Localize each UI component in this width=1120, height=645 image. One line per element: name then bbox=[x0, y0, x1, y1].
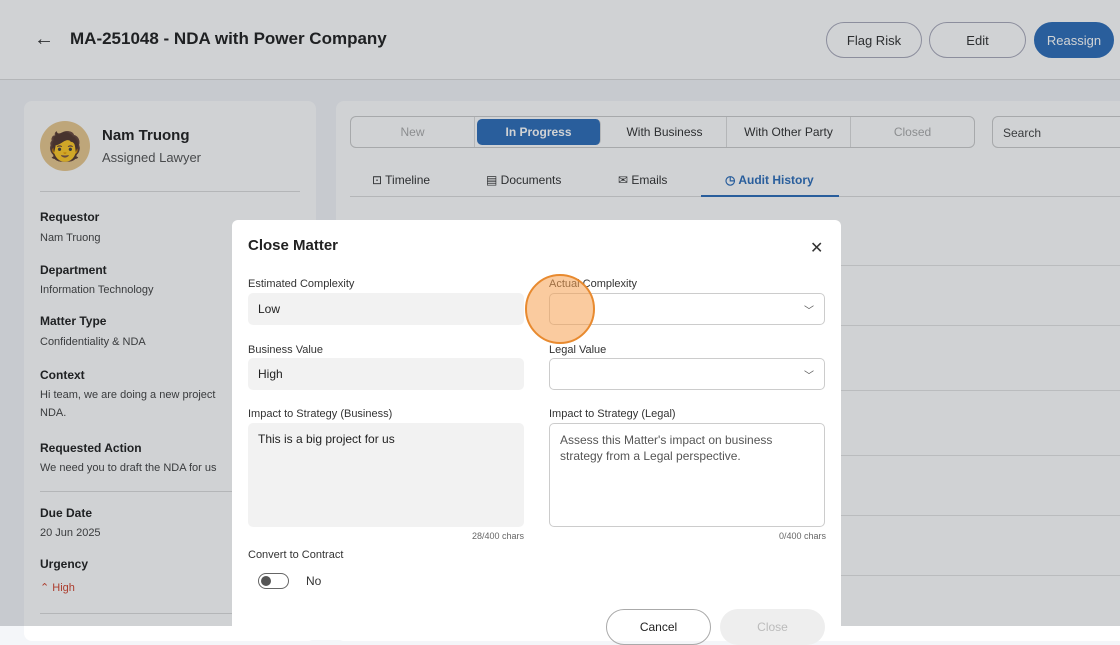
page-title: MA-251048 - NDA with Power Company bbox=[70, 29, 387, 48]
due-date-value: 20 Jun 2025 bbox=[40, 527, 101, 539]
requestor-label: Requestor bbox=[40, 210, 100, 224]
context-value: Hi team, we are doing a new project NDA. bbox=[40, 389, 216, 419]
actual-complexity-select[interactable]: ﹀ bbox=[549, 293, 825, 325]
lawyer-role: Assigned Lawyer bbox=[102, 150, 201, 165]
requested-action-label: Requested Action bbox=[40, 441, 142, 455]
tab-bar: ⊡ Timeline ▤ Documents ✉ Emails ◷ Audit … bbox=[350, 163, 1120, 197]
impact-legal-char-count: 0/400 chars bbox=[778, 531, 826, 541]
department-value: Information Technology bbox=[40, 284, 154, 296]
lawyer-name: Nam Truong bbox=[102, 127, 190, 144]
convert-to-contract-value: No bbox=[306, 574, 322, 588]
estimated-complexity-label: Estimated Complexity bbox=[248, 278, 355, 290]
requested-action-value: We need you to draft the NDA for us bbox=[40, 462, 217, 474]
divider bbox=[40, 491, 300, 492]
edit-button[interactable]: Edit bbox=[929, 22, 1026, 58]
timeline-icon: ⊡ bbox=[372, 173, 386, 187]
reassign-button[interactable]: Reassign bbox=[1034, 22, 1114, 58]
cursor-highlight bbox=[525, 274, 595, 344]
close-icon[interactable]: ✕ bbox=[810, 240, 824, 257]
document-icon: ▤ bbox=[486, 173, 501, 187]
convert-to-contract-label: Convert to Contract bbox=[248, 549, 344, 561]
impact-business-char-count: 28/400 chars bbox=[471, 531, 524, 541]
status-with-other-party[interactable]: With Other Party bbox=[727, 117, 851, 147]
impact-legal-label: Impact to Strategy (Legal) bbox=[549, 408, 676, 420]
urgency-label: Urgency bbox=[40, 557, 89, 571]
close-button[interactable]: Close bbox=[720, 609, 825, 645]
tab-emails[interactable]: ✉ Emails bbox=[618, 173, 668, 187]
due-date-label: Due Date bbox=[40, 506, 93, 520]
requestor-value: Nam Truong bbox=[40, 232, 101, 244]
status-with-business[interactable]: With Business bbox=[603, 117, 727, 147]
estimated-complexity-field: Low bbox=[248, 293, 524, 325]
tab-documents[interactable]: ▤ Documents bbox=[486, 173, 562, 187]
history-icon: ◷ bbox=[725, 173, 739, 187]
status-new[interactable]: New bbox=[351, 117, 475, 147]
business-value-field: High bbox=[248, 358, 524, 390]
impact-legal-textarea[interactable]: Assess this Matter's impact on business … bbox=[549, 423, 825, 527]
header: ← MA-251048 - NDA with Power Company Fla… bbox=[0, 0, 1120, 80]
legal-value-select[interactable]: ﹀ bbox=[549, 358, 825, 390]
divider bbox=[40, 613, 300, 614]
impact-business-textarea[interactable]: This is a big project for us bbox=[248, 423, 524, 527]
divider bbox=[40, 191, 300, 192]
impact-business-label: Impact to Strategy (Business) bbox=[248, 408, 393, 420]
legal-value-label: Legal Value bbox=[549, 344, 607, 356]
cancel-button[interactable]: Cancel bbox=[606, 609, 711, 645]
context-label: Context bbox=[40, 368, 85, 382]
avatar: 🧑 bbox=[40, 121, 90, 171]
active-tab-indicator bbox=[701, 195, 839, 197]
email-icon: ✉ bbox=[618, 173, 632, 187]
dialog-title: Close Matter bbox=[248, 237, 339, 254]
urgency-text: High bbox=[52, 582, 75, 594]
department-label: Department bbox=[40, 263, 107, 277]
search-input[interactable]: Search bbox=[992, 116, 1120, 148]
status-selector: New In Progress With Business With Other… bbox=[350, 116, 975, 148]
toggle-knob bbox=[261, 576, 271, 586]
chevron-down-icon: ﹀ bbox=[804, 306, 814, 317]
convert-to-contract-toggle[interactable] bbox=[258, 573, 289, 589]
flag-risk-button[interactable]: Flag Risk bbox=[826, 22, 922, 58]
tab-timeline[interactable]: ⊡ Timeline bbox=[372, 173, 431, 187]
urgency-value: ⌃ High bbox=[40, 579, 300, 597]
matter-type-value: Confidentiality & NDA bbox=[40, 336, 146, 348]
back-arrow-icon[interactable]: ← bbox=[34, 28, 54, 50]
urgency-high-icon: ⌃ bbox=[40, 582, 53, 594]
business-value-label: Business Value bbox=[248, 344, 324, 356]
status-in-progress[interactable]: In Progress bbox=[477, 119, 601, 145]
tab-audit-history[interactable]: ◷ Audit History bbox=[725, 173, 814, 187]
chevron-down-icon: ﹀ bbox=[804, 371, 814, 382]
matter-type-label: Matter Type bbox=[40, 314, 107, 328]
status-closed[interactable]: Closed bbox=[893, 125, 932, 139]
